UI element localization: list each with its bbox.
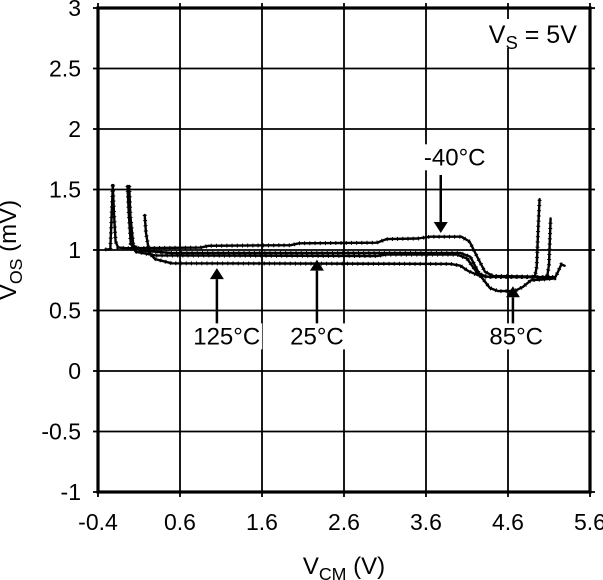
curve-125c — [143, 213, 556, 279]
x-tick-label: -0.4 — [78, 509, 118, 535]
annotation-arrow-head — [209, 268, 224, 280]
y-tick-label: 3 — [68, 0, 81, 21]
series-label: 25°C — [290, 323, 344, 350]
y-axis-label-part: OS — [6, 258, 26, 284]
x-tick-label: 3.6 — [410, 509, 442, 535]
y-tick-label: -1 — [61, 479, 81, 505]
series-label: 125°C — [193, 323, 260, 350]
y-axis-label-part: (mV) — [0, 200, 22, 259]
x-tick-label: 2.6 — [328, 509, 360, 535]
y-axis-label: VOS (mV) — [0, 200, 26, 300]
curve-85c — [127, 184, 566, 293]
x-tick-label: 1.6 — [246, 509, 278, 535]
annotation-label-bg — [287, 323, 346, 350]
supply-voltage-note-part: V — [489, 21, 506, 49]
supply-voltage-note-part: S — [505, 32, 517, 53]
series-label: -40°C — [424, 144, 486, 171]
y-tick-label: 1.5 — [49, 177, 81, 203]
annotation-arrow-head — [433, 222, 448, 234]
y-axis-label-part: V — [0, 284, 22, 300]
annotation-arrow-head — [505, 286, 520, 298]
series-label: 85°C — [489, 323, 543, 350]
y-tick-label: 1 — [68, 237, 81, 263]
annotation-label-bg — [419, 144, 491, 171]
x-tick-label: 0.6 — [164, 509, 196, 535]
y-tick-label: -0.5 — [41, 419, 81, 445]
x-axis-label-part: V — [303, 553, 319, 580]
x-axis-label-part: (V) — [346, 553, 385, 580]
y-tick-label: 0.5 — [49, 298, 81, 324]
y-tick-label: 2 — [68, 116, 81, 142]
plot-frame — [96, 6, 592, 494]
y-tick-label: 2.5 — [49, 56, 81, 82]
x-axis-label: VCM (V) — [303, 553, 385, 580]
condition-label-bg — [483, 19, 580, 48]
annotation-label-bg — [191, 323, 263, 350]
x-tick-label: 5.6 — [574, 509, 603, 535]
x-tick-label: 4.6 — [492, 509, 524, 535]
supply-voltage-note-part: = 5V — [518, 21, 577, 49]
y-tick-label: 0 — [68, 358, 81, 384]
annotation-label-bg — [487, 323, 546, 350]
annotation-arrow-head — [309, 259, 324, 271]
x-axis-label-part: CM — [319, 564, 347, 580]
supply-voltage-note: VS = 5V — [489, 21, 577, 53]
